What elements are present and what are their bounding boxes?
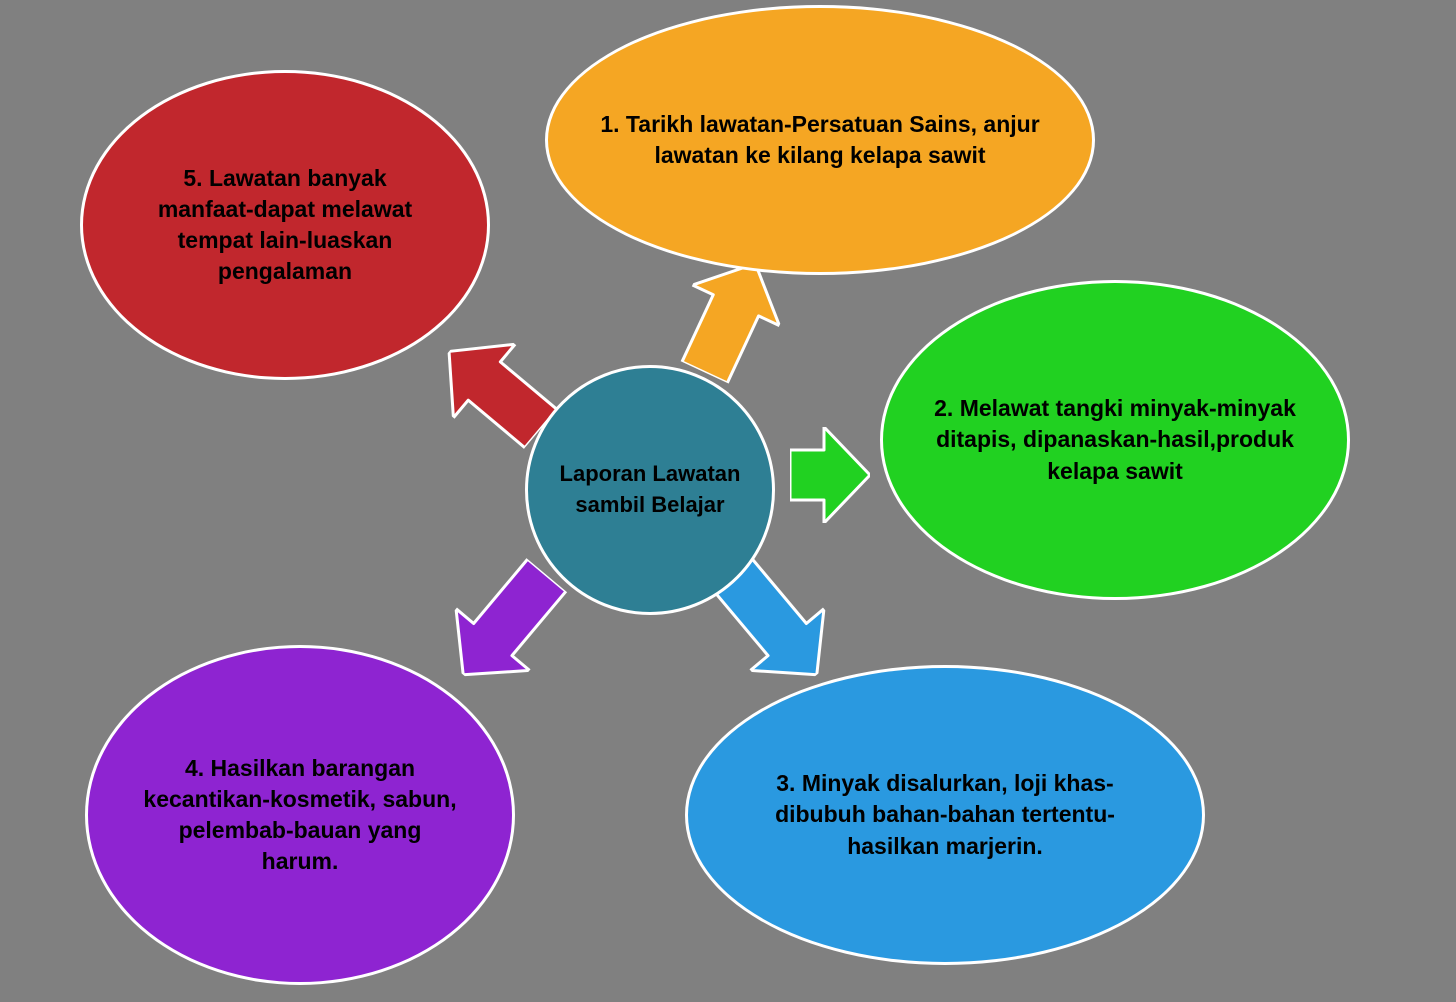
mind-map-diagram: 1. Tarikh lawatan-Persatuan Sains, anjur…: [0, 0, 1456, 1002]
node-n5-label: 5. Lawatan banyak manfaat-dapat melawat …: [133, 163, 437, 287]
node-n4: 4. Hasilkan barangan kecantikan-kosmetik…: [85, 645, 515, 985]
node-n5: 5. Lawatan banyak manfaat-dapat melawat …: [80, 70, 490, 380]
node-n2: 2. Melawat tangki minyak-minyak ditapis,…: [880, 280, 1350, 600]
node-n1: 1. Tarikh lawatan-Persatuan Sains, anjur…: [545, 5, 1095, 275]
node-n3-label: 3. Minyak disalurkan, loji khas-dibubuh …: [738, 768, 1152, 861]
center-node-label: Laporan Lawatan sambil Belajar: [548, 459, 752, 521]
center-node: Laporan Lawatan sambil Belajar: [525, 365, 775, 615]
node-n4-label: 4. Hasilkan barangan kecantikan-kosmetik…: [138, 753, 462, 877]
node-n1-label: 1. Tarikh lawatan-Persatuan Sains, anjur…: [598, 109, 1042, 171]
arrow-to-n2: [790, 427, 870, 523]
node-n3: 3. Minyak disalurkan, loji khas-dibubuh …: [685, 665, 1205, 965]
node-n2-label: 2. Melawat tangki minyak-minyak ditapis,…: [933, 393, 1297, 486]
